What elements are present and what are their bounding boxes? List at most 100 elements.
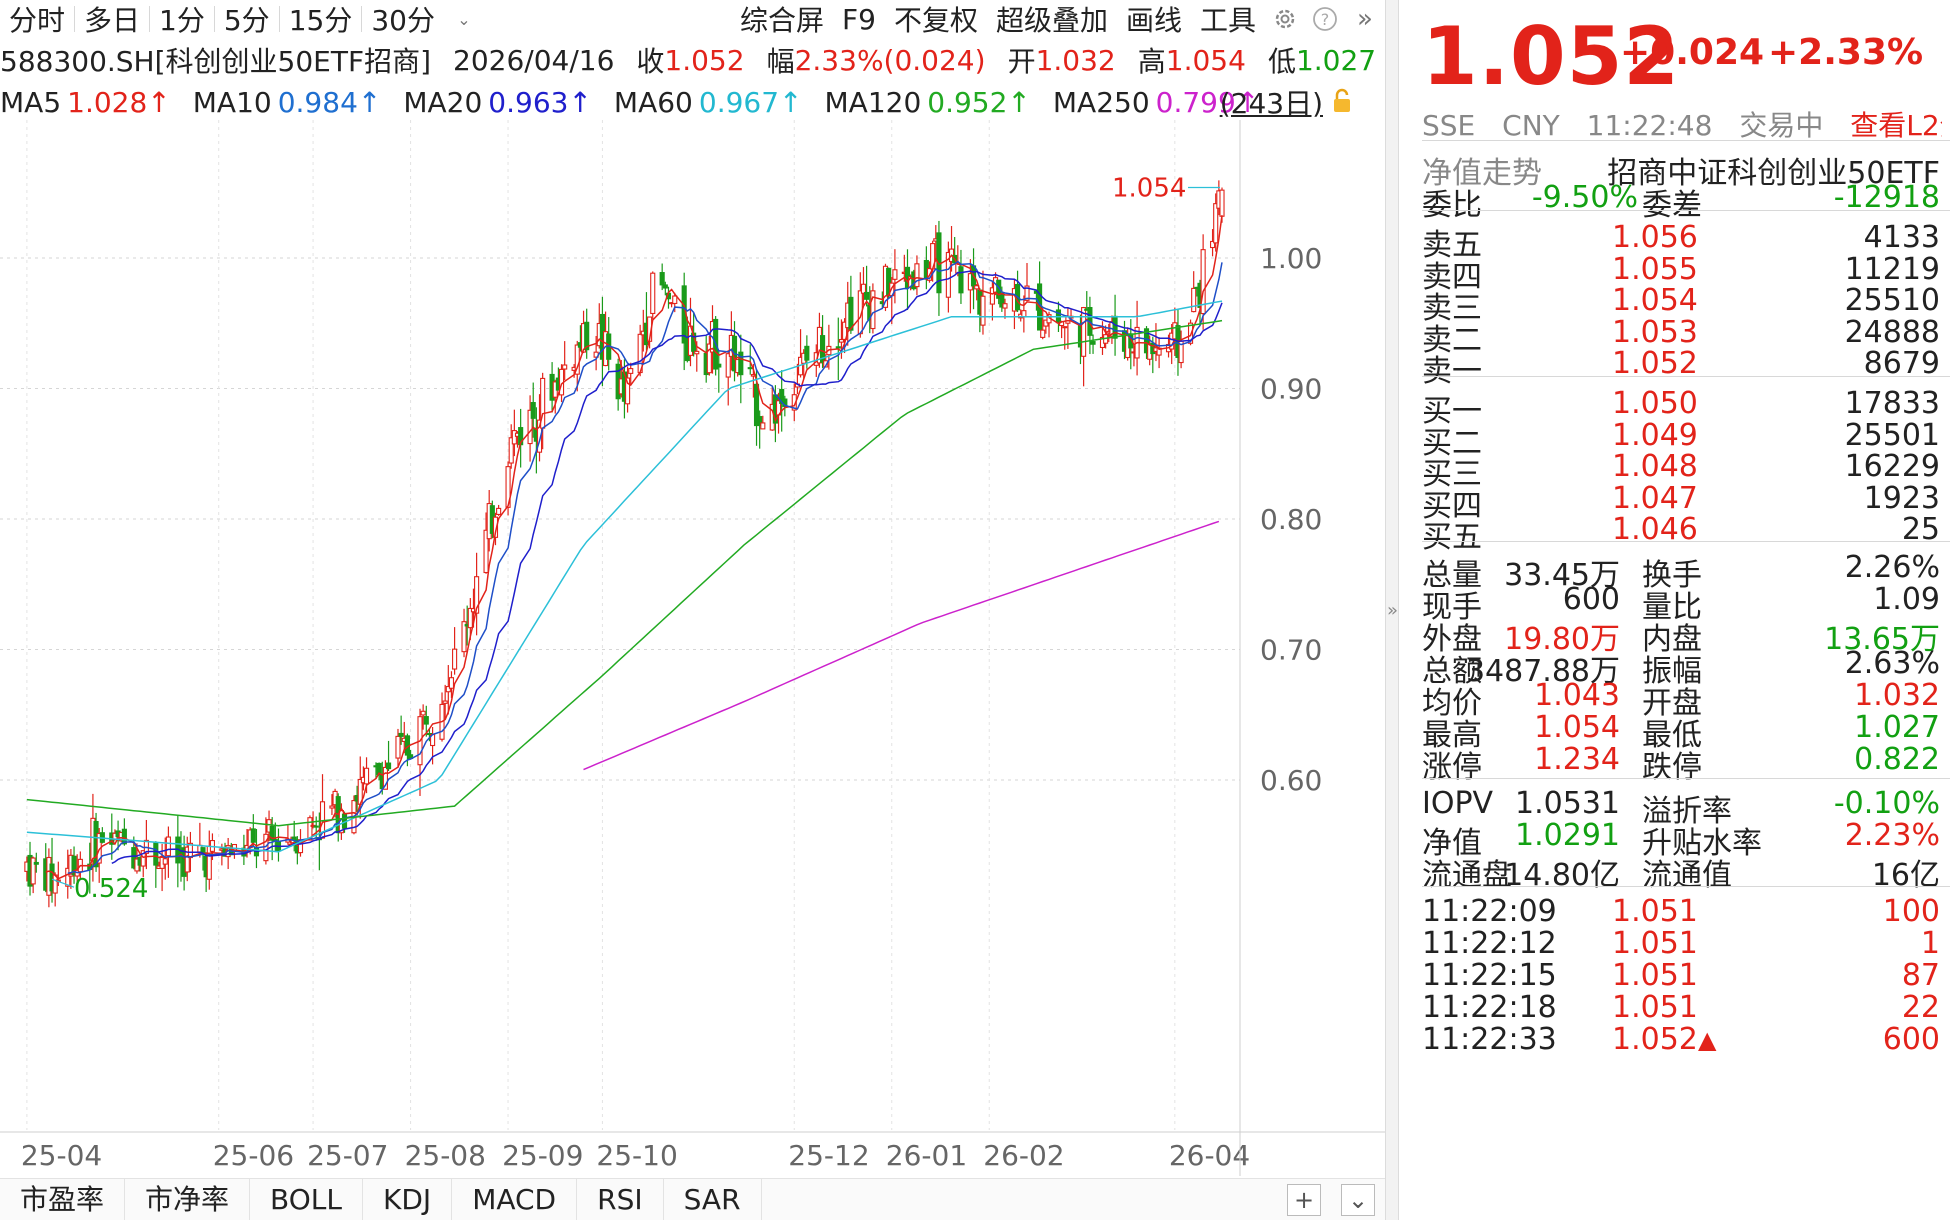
tick-time: 11:22:09 bbox=[1422, 894, 1557, 929]
weibi-label: 委比 bbox=[1422, 188, 1482, 223]
panel-splitter[interactable]: » bbox=[1385, 0, 1399, 1220]
bid-level-label: 买三 bbox=[1422, 457, 1482, 492]
period-tab-15min[interactable]: 15分 bbox=[288, 4, 353, 37]
candle-body bbox=[562, 364, 568, 370]
candle-body bbox=[914, 263, 920, 288]
quote-panel: 1.052 +0.024 +2.33% SSE CNY 11:22:48 交易中… bbox=[1400, 0, 1950, 1220]
stat-value: 600 bbox=[1562, 582, 1620, 617]
stat-value: 1.032 bbox=[1854, 678, 1940, 713]
stat-label: 跌停 bbox=[1642, 750, 1702, 785]
bid-row: 买五 1.046 25 bbox=[1422, 510, 1950, 555]
bid-level-label: 买五 bbox=[1422, 520, 1482, 555]
stat-label: 溢折率 bbox=[1642, 794, 1732, 829]
period-tab-timeshare[interactable]: 分时 bbox=[9, 4, 66, 37]
candle-body bbox=[33, 861, 39, 865]
period-tab-multiday[interactable]: 多日 bbox=[84, 4, 141, 37]
candle-body bbox=[307, 817, 313, 841]
min-price-label: 0.524 bbox=[74, 874, 148, 904]
stat-value: 1.027 bbox=[1854, 710, 1940, 745]
indicator-tab-kdj[interactable]: KDJ bbox=[363, 1178, 453, 1220]
help-icon[interactable]: ? bbox=[1309, 3, 1341, 35]
bid-volume: 1923 bbox=[1863, 480, 1940, 516]
ask-row: 卖三 1.054 25510 bbox=[1422, 281, 1950, 326]
stat-label: 现手 bbox=[1422, 590, 1482, 625]
divider bbox=[278, 6, 280, 32]
period-dropdown-icon[interactable]: ⌄ bbox=[457, 9, 471, 29]
candle-body bbox=[363, 767, 370, 785]
super-overlay-button[interactable]: 超级叠加 bbox=[995, 4, 1108, 37]
draw-line-button[interactable]: 画线 bbox=[1125, 4, 1182, 37]
candle-body bbox=[1040, 329, 1046, 338]
indicator-tab-macd[interactable]: MACD bbox=[452, 1178, 578, 1220]
tick-volume: 22 bbox=[1901, 990, 1940, 1025]
no-adjust-button[interactable]: 不复权 bbox=[893, 4, 978, 37]
open-value: 1.032 bbox=[1035, 43, 1116, 77]
candle-body bbox=[1213, 203, 1219, 244]
bid-volume: 17833 bbox=[1844, 386, 1940, 421]
composite-screen-button[interactable]: 综合屏 bbox=[740, 4, 825, 37]
bid-volume: 25501 bbox=[1844, 417, 1940, 453]
period-tab-1min[interactable]: 1分 bbox=[159, 4, 205, 37]
candle-body bbox=[423, 716, 429, 725]
period-days-link[interactable]: (243日) bbox=[1219, 87, 1323, 120]
kline-chart[interactable]: 1.00 0.90 0.80 0.70 0.60 25-04 25-06 25-07 25-08… bbox=[0, 120, 1385, 1176]
bid-row: 买三 1.048 16229 bbox=[1422, 447, 1950, 492]
ma10-label: MA10 bbox=[192, 85, 272, 119]
indicator-tab-sar[interactable]: SAR bbox=[664, 1178, 762, 1220]
y-tick-label: 1.00 bbox=[1260, 242, 1322, 275]
candle-body bbox=[1143, 328, 1150, 354]
indicator-tab-boll[interactable]: BOLL bbox=[250, 1178, 363, 1220]
weicha-label: 委差 bbox=[1642, 188, 1702, 223]
gear-icon[interactable] bbox=[1269, 3, 1301, 35]
tick-price: 1.052 bbox=[1612, 1022, 1698, 1057]
stat-label: 振幅 bbox=[1642, 654, 1702, 689]
bid-row: 买四 1.047 1923 bbox=[1422, 479, 1950, 524]
candle-body bbox=[445, 686, 451, 693]
candle-body bbox=[584, 321, 590, 351]
stat-value: 2.26% bbox=[1844, 550, 1940, 585]
chevron-down-icon[interactable]: ⌄ bbox=[1341, 1183, 1375, 1216]
x-tick-label: 25-07 bbox=[307, 1139, 388, 1172]
candle-body bbox=[694, 350, 700, 355]
candle-body bbox=[1209, 240, 1216, 249]
candle-body bbox=[329, 805, 335, 809]
candle-body bbox=[848, 296, 854, 331]
y-tick-label: 0.80 bbox=[1260, 503, 1322, 536]
ask-volume: 11219 bbox=[1844, 251, 1940, 287]
double-chevron-right-icon[interactable]: » bbox=[1387, 600, 1399, 621]
candle-body bbox=[508, 437, 514, 464]
divider bbox=[149, 6, 151, 32]
candle-body bbox=[864, 291, 870, 300]
period-tab-30min[interactable]: 30分 bbox=[371, 4, 435, 37]
view-l2-link[interactable]: 查看L2全景 bbox=[1850, 109, 1942, 138]
ma60-value: 0.967↑ bbox=[698, 85, 803, 119]
ask-volume: 24888 bbox=[1844, 314, 1940, 350]
indicator-tab-rsi[interactable]: RSI bbox=[577, 1178, 664, 1220]
double-chevron-right-icon[interactable]: » bbox=[1357, 4, 1373, 34]
bid-price: 1.047 bbox=[1612, 480, 1698, 516]
candle-body bbox=[625, 377, 631, 405]
security-code-name: 588300.SH[科创创业50ETF招商] bbox=[0, 45, 431, 78]
tools-button[interactable]: 工具 bbox=[1199, 4, 1256, 37]
tick-time: 11:22:12 bbox=[1422, 926, 1557, 961]
candle-body bbox=[842, 321, 848, 340]
stat-row: 总额 3487.88万 振幅 2.63% bbox=[1422, 644, 1950, 689]
candle-body bbox=[452, 648, 458, 670]
tick-volume: 600 bbox=[1882, 1022, 1940, 1057]
period-tab-5min[interactable]: 5分 bbox=[223, 4, 270, 37]
ma250-value: 0.799↑ bbox=[1155, 85, 1260, 119]
candle-body bbox=[838, 338, 845, 343]
indicator-tab-pe[interactable]: 市盈率 bbox=[0, 1178, 126, 1220]
ask-row: 卖四 1.055 11219 bbox=[1422, 250, 1950, 295]
y-tick-label: 0.90 bbox=[1260, 373, 1322, 406]
tick-volume: 100 bbox=[1882, 894, 1940, 929]
candle-body bbox=[184, 846, 190, 873]
f9-button[interactable]: F9 bbox=[842, 2, 876, 36]
candle-body bbox=[266, 819, 272, 833]
add-indicator-icon[interactable]: + bbox=[1287, 1183, 1321, 1216]
stat-label: 总量 bbox=[1422, 558, 1482, 593]
candle-body bbox=[496, 507, 502, 515]
quote-info-line: 588300.SH[科创创业50ETF招商] 2026/04/16 收 1.05… bbox=[0, 40, 1385, 80]
indicator-tab-pb[interactable]: 市净率 bbox=[125, 1178, 251, 1220]
lock-icon[interactable] bbox=[1331, 88, 1353, 114]
